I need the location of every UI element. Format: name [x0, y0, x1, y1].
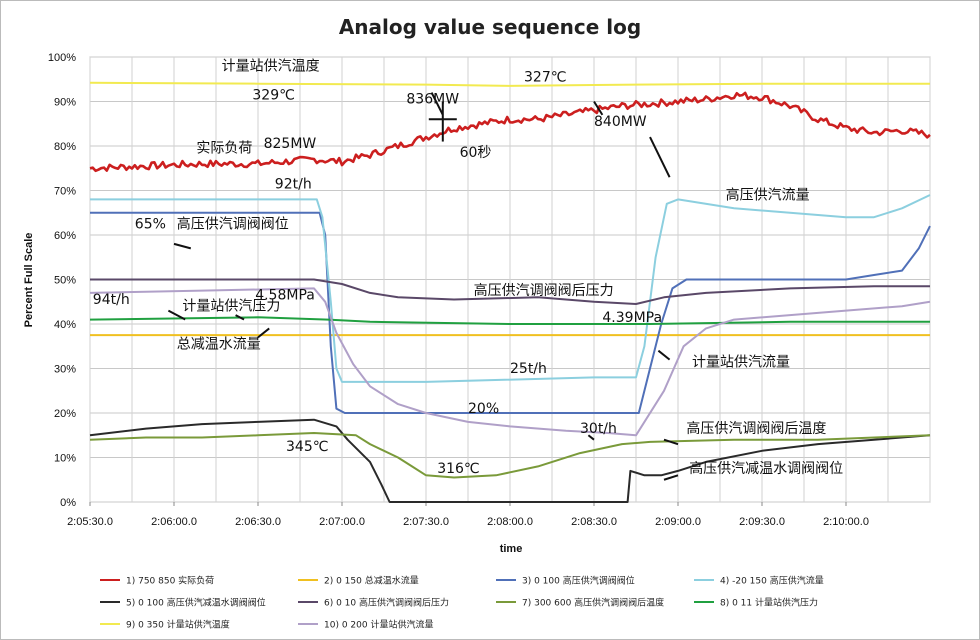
annotations: 计量站供汽温度 329℃ 327℃ 836MW 840MW 实际负荷 825MW 60秒 92t… [93, 58, 843, 477]
annotation-markers [167, 92, 679, 481]
legend-entry: 3) 0 100 高压供汽调阀阀位 [522, 575, 635, 587]
x-tick-label: 2:06:30.0 [235, 516, 281, 528]
series-line [90, 211, 931, 414]
x-tick-label: 2:07:30.0 [403, 516, 449, 528]
chart-title: Analog value sequence log [339, 15, 641, 39]
annotation-label: 计量站供汽压力 [182, 299, 280, 315]
annotation-label: 65% [135, 216, 166, 232]
annotation-label: 327℃ [524, 69, 566, 85]
series-line [89, 287, 931, 437]
annotation-label: 329℃ [252, 87, 294, 103]
annotation-label: 高压供汽调阀阀后温度 [686, 420, 826, 437]
x-tick-label: 2:08:30.0 [571, 516, 617, 528]
legend-entry: 4) -20 150 高压供汽流量 [720, 575, 824, 587]
series-line [90, 278, 930, 305]
annotation-label: 高压供汽调阀阀后压力 [474, 282, 614, 299]
annotation-label: 高压供汽调阀阀位 [177, 215, 289, 232]
annotation-pointer [663, 474, 679, 481]
series-line [90, 194, 931, 383]
x-tick-label: 2:08:00.0 [487, 516, 533, 528]
y-tick-label: 100% [48, 52, 76, 64]
annotation-pointer [657, 349, 671, 361]
legend: 1) 750 850 实际负荷 2) 0 150 总减温水流量 3) 0 100 高… [100, 575, 824, 631]
annotation-label: 30t/h [580, 421, 617, 437]
legend-entry: 6) 0 10 高压供汽调阀阀后压力 [324, 597, 449, 609]
y-axis-label: Percent Full Scale [23, 233, 35, 328]
annotation-pointer [173, 242, 192, 250]
annotation-pointer [593, 100, 604, 116]
y-tick-label: 80% [54, 141, 76, 153]
x-axis: 2:05:30.0 2:06:00.0 2:06:30.0 2:07:00.0 2:07… [67, 502, 869, 528]
legend-entry: 1) 750 850 实际负荷 [126, 575, 214, 587]
y-tick-label: 0% [60, 497, 76, 509]
series-lines [89, 81, 931, 503]
annotation-pointer [663, 438, 679, 446]
legend-entry: 2) 0 150 总减温水流量 [324, 575, 419, 587]
x-tick-label: 2:10:00.0 [823, 516, 869, 528]
annotation-pointer [235, 314, 245, 321]
legend-entry: 10) 0 200 计量站供汽流量 [324, 619, 433, 631]
annotation-label: 316℃ [437, 461, 479, 477]
annotation-label: 高压供汽减温水调阀阀位 [689, 460, 843, 477]
annotation-label: 4.58MPa [255, 288, 315, 304]
series-line [89, 91, 931, 173]
annotation-label: 92t/h [275, 176, 312, 192]
annotation-label: 4.39MPa [602, 310, 662, 326]
x-tick-label: 2:06:00.0 [151, 516, 197, 528]
annotation-pointer [649, 136, 671, 178]
x-tick-label: 2:09:00.0 [655, 516, 701, 528]
y-tick-label: 90% [54, 97, 76, 109]
series-line [89, 418, 931, 503]
annotation-label: 计量站供汽流量 [692, 354, 790, 370]
y-tick-label: 50% [54, 275, 76, 287]
series-line [89, 81, 930, 87]
annotation-label: 94t/h [93, 292, 130, 308]
annotation-label: 实际负荷 [196, 141, 252, 157]
annotation-label: 总减温水流量 [177, 336, 261, 352]
legend-entry: 9) 0 350 计量站供汽温度 [126, 619, 230, 631]
y-tick-label: 10% [54, 453, 76, 465]
y-tick-label: 70% [54, 186, 76, 198]
annotation-label: 825MW [264, 136, 317, 152]
series-line [89, 432, 931, 479]
annotation-pointer [257, 327, 270, 339]
x-tick-label: 2:05:30.0 [67, 516, 113, 528]
legend-entry: 8) 0 11 计量站供汽压力 [720, 597, 818, 609]
annotation-label: 836MW [406, 92, 459, 108]
legend-entry: 5) 0 100 高压供汽减温水调阀阀位 [126, 597, 266, 609]
x-axis-label: time [500, 543, 523, 555]
x-tick-label: 2:07:00.0 [319, 516, 365, 528]
annotation-pointer [167, 309, 186, 321]
annotation-pointer [430, 92, 444, 116]
annotation-label: 高压供汽流量 [726, 186, 810, 203]
series-line [89, 316, 930, 325]
annotation-label: 25t/h [510, 361, 547, 377]
y-tick-label: 30% [54, 364, 76, 376]
x-tick-label: 2:09:30.0 [739, 516, 785, 528]
y-tick-label: 40% [54, 319, 76, 331]
annotation-label: 60秒 [460, 145, 492, 161]
annotation-label: 20% [468, 401, 499, 417]
annotation-label: 计量站供汽温度 [222, 58, 320, 74]
y-axis: 0% 10% 20% 30% 40% 50% 60% 70% 80% 90% 100% [48, 52, 76, 509]
annotation-label: 345℃ [286, 439, 328, 455]
y-tick-label: 20% [54, 408, 76, 420]
annotation-label: 840MW [594, 114, 647, 130]
y-tick-label: 60% [54, 230, 76, 242]
annotation-pointer [587, 434, 595, 441]
legend-entry: 7) 300 600 高压供汽调阀阀后温度 [522, 597, 664, 609]
